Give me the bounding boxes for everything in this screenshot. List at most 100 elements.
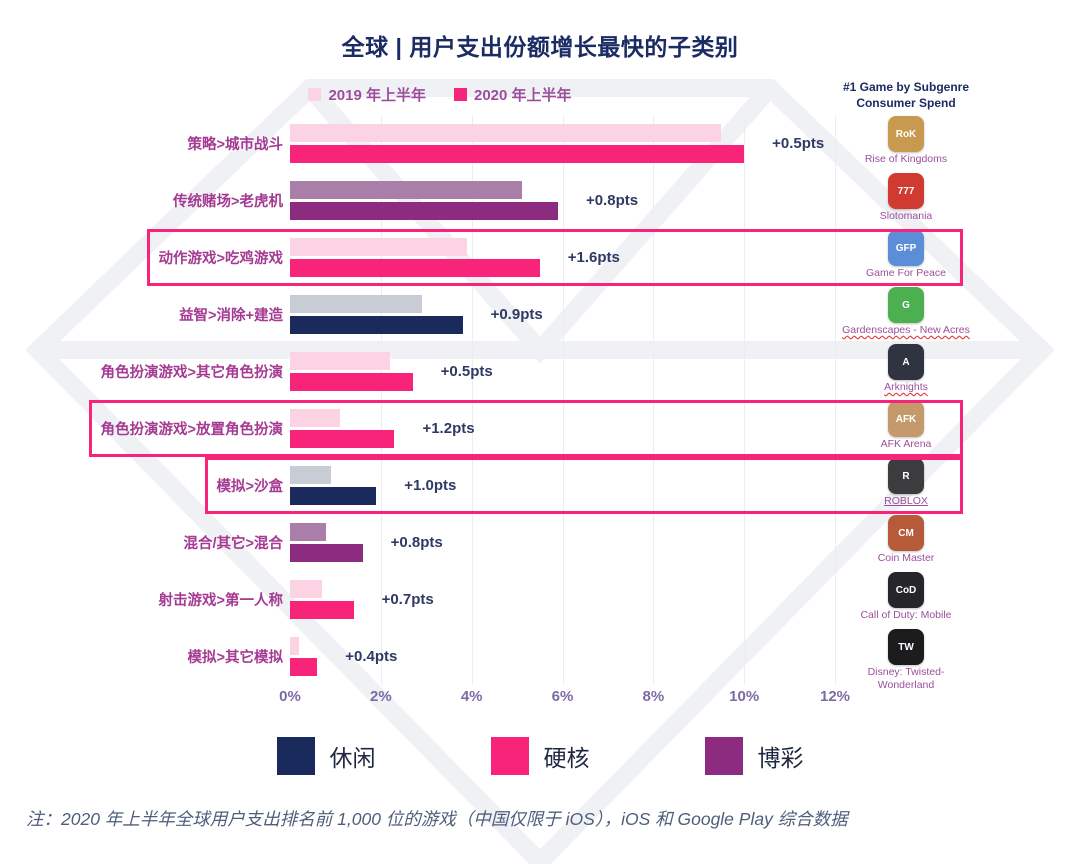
category-label: 模拟>其它模拟 (40, 628, 283, 685)
category-label: 射击游戏>第一人称 (40, 571, 283, 628)
highlight-box (146, 229, 963, 286)
legend-swatch (308, 88, 322, 101)
delta-label: +0.7pts (381, 591, 434, 608)
legend-label: 硬核 (543, 745, 590, 771)
delta-label: +0.5pts (440, 363, 493, 380)
x-tick-label: 0% (279, 688, 301, 705)
game-name: Game For Peace (866, 267, 946, 279)
highlight-box (88, 400, 963, 457)
category-label-text: 模拟>沙盒 (216, 479, 283, 495)
delta-label: +1.2pts (422, 420, 475, 437)
category-label-text: 射击游戏>第一人称 (158, 593, 283, 609)
x-tick-label: 4% (460, 688, 483, 705)
delta-label: +1.6pts (567, 249, 620, 266)
x-tick-label: 12% (819, 688, 851, 705)
game-name: Disney: Twisted-Wonderland (867, 666, 945, 691)
bar-2019 (290, 466, 331, 484)
legend-label: 2019 年上半年 (328, 87, 426, 104)
series-legend-item: 2019 年上半年 (308, 84, 426, 105)
game-icon: AFK (888, 401, 924, 437)
delta-label: +0.4pts (345, 648, 398, 665)
category-label-text: 益智>消除+建造 (179, 308, 283, 324)
delta-label: +1.0pts (404, 477, 457, 494)
legend-swatch (704, 737, 743, 775)
category-label: 动作游戏>吃鸡游戏 (40, 229, 283, 286)
category-label: 混合/其它>混合 (40, 514, 284, 571)
bar-2019 (290, 580, 322, 598)
category-label-text: 策略>城市战斗 (187, 137, 283, 153)
bar-2019 (290, 637, 300, 655)
x-tick-label: 10% (729, 688, 760, 705)
category-label-text: 动作游戏>吃鸡游戏 (158, 251, 283, 267)
delta-label: +0.9pts (490, 306, 543, 323)
bar-2019 (290, 409, 340, 427)
bar-2020 (290, 601, 354, 619)
bar-2020 (290, 373, 413, 391)
bar-2020 (290, 202, 558, 220)
category-label-text: 混合/其它>混合 (183, 536, 284, 552)
right-panel-header: #1 Game by Subgenre Consumer Spend (842, 80, 970, 110)
bar-2019 (290, 181, 522, 199)
legend-swatch (490, 737, 529, 775)
bar-2019 (290, 238, 468, 256)
bar-2020 (290, 487, 377, 505)
game-name: Rise of Kingdoms (864, 153, 948, 165)
legend-label: 2020 年上半年 (474, 87, 572, 104)
category-legend: 休闲 硬核 博彩 (0, 737, 1080, 775)
game-icon: CoD (888, 572, 924, 608)
bar-2020 (290, 430, 395, 448)
game-icon: A (888, 344, 924, 380)
bar-2020 (290, 259, 540, 277)
game-name: Arknights (884, 381, 928, 393)
game-icon: RoK (888, 116, 924, 152)
bar-2019 (290, 295, 422, 313)
game-name: Slotomania (879, 210, 933, 222)
game-name: Gardenscapes - New Acres (842, 324, 970, 336)
category-legend-item-casual: 休闲 (276, 737, 376, 775)
game-icon: R (888, 458, 924, 494)
game-icon: 777 (888, 173, 924, 209)
series-legend: 2019 年上半年 2020 年上半年 (0, 84, 880, 105)
category-legend-item-casino: 博彩 (704, 737, 804, 775)
bar-2020 (290, 658, 318, 676)
category-label-text: 角色扮演游戏>其它角色扮演 (100, 365, 283, 381)
x-tick-label: 6% (551, 688, 574, 705)
bar-2020 (290, 544, 363, 562)
category-label-text: 传统赌场>老虎机 (173, 194, 283, 210)
game-icon: GFP (888, 230, 924, 266)
series-legend-item: 2020 年上半年 (454, 84, 572, 105)
bar-2019 (290, 124, 722, 142)
game-icon: G (888, 287, 924, 323)
game-icon: TW (888, 629, 924, 665)
category-label-text: 角色扮演游戏>放置角色扮演 (100, 422, 283, 438)
category-label: 策略>城市战斗 (40, 115, 283, 172)
delta-label: +0.8pts (585, 192, 639, 209)
category-label: 传统赌场>老虎机 (40, 172, 283, 229)
bar-2019 (290, 523, 327, 541)
game-icon: CM (888, 515, 924, 551)
legend-swatch (454, 88, 467, 101)
x-tick-label: 2% (369, 688, 392, 705)
delta-label: +0.5pts (772, 135, 825, 152)
chart-title: 全球 | 用户支出份额增长最快的子类别 (341, 34, 739, 60)
bar-2020 (290, 145, 745, 163)
category-label: 角色扮演游戏>其它角色扮演 (40, 343, 283, 400)
bar-2019 (290, 352, 390, 370)
legend-label: 休闲 (329, 745, 376, 771)
game-name: AFK Arena (880, 438, 932, 450)
bar-2020 (290, 316, 463, 334)
highlight-box (204, 457, 963, 514)
delta-label: +0.8pts (390, 534, 443, 551)
category-legend-item-hardcore: 硬核 (490, 737, 590, 775)
legend-swatch (276, 737, 315, 775)
footnote: 注：2020 年上半年全球用户支出排名前 1,000 位的游戏（中国仅限于 iO… (26, 809, 848, 829)
category-label: 模拟>沙盒 (40, 457, 283, 514)
x-tick-label: 8% (642, 688, 665, 705)
legend-label: 博彩 (757, 745, 804, 771)
game-name: ROBLOX (884, 495, 928, 507)
game-name: Call of Duty: Mobile (860, 609, 952, 621)
category-label: 益智>消除+建造 (40, 286, 283, 343)
